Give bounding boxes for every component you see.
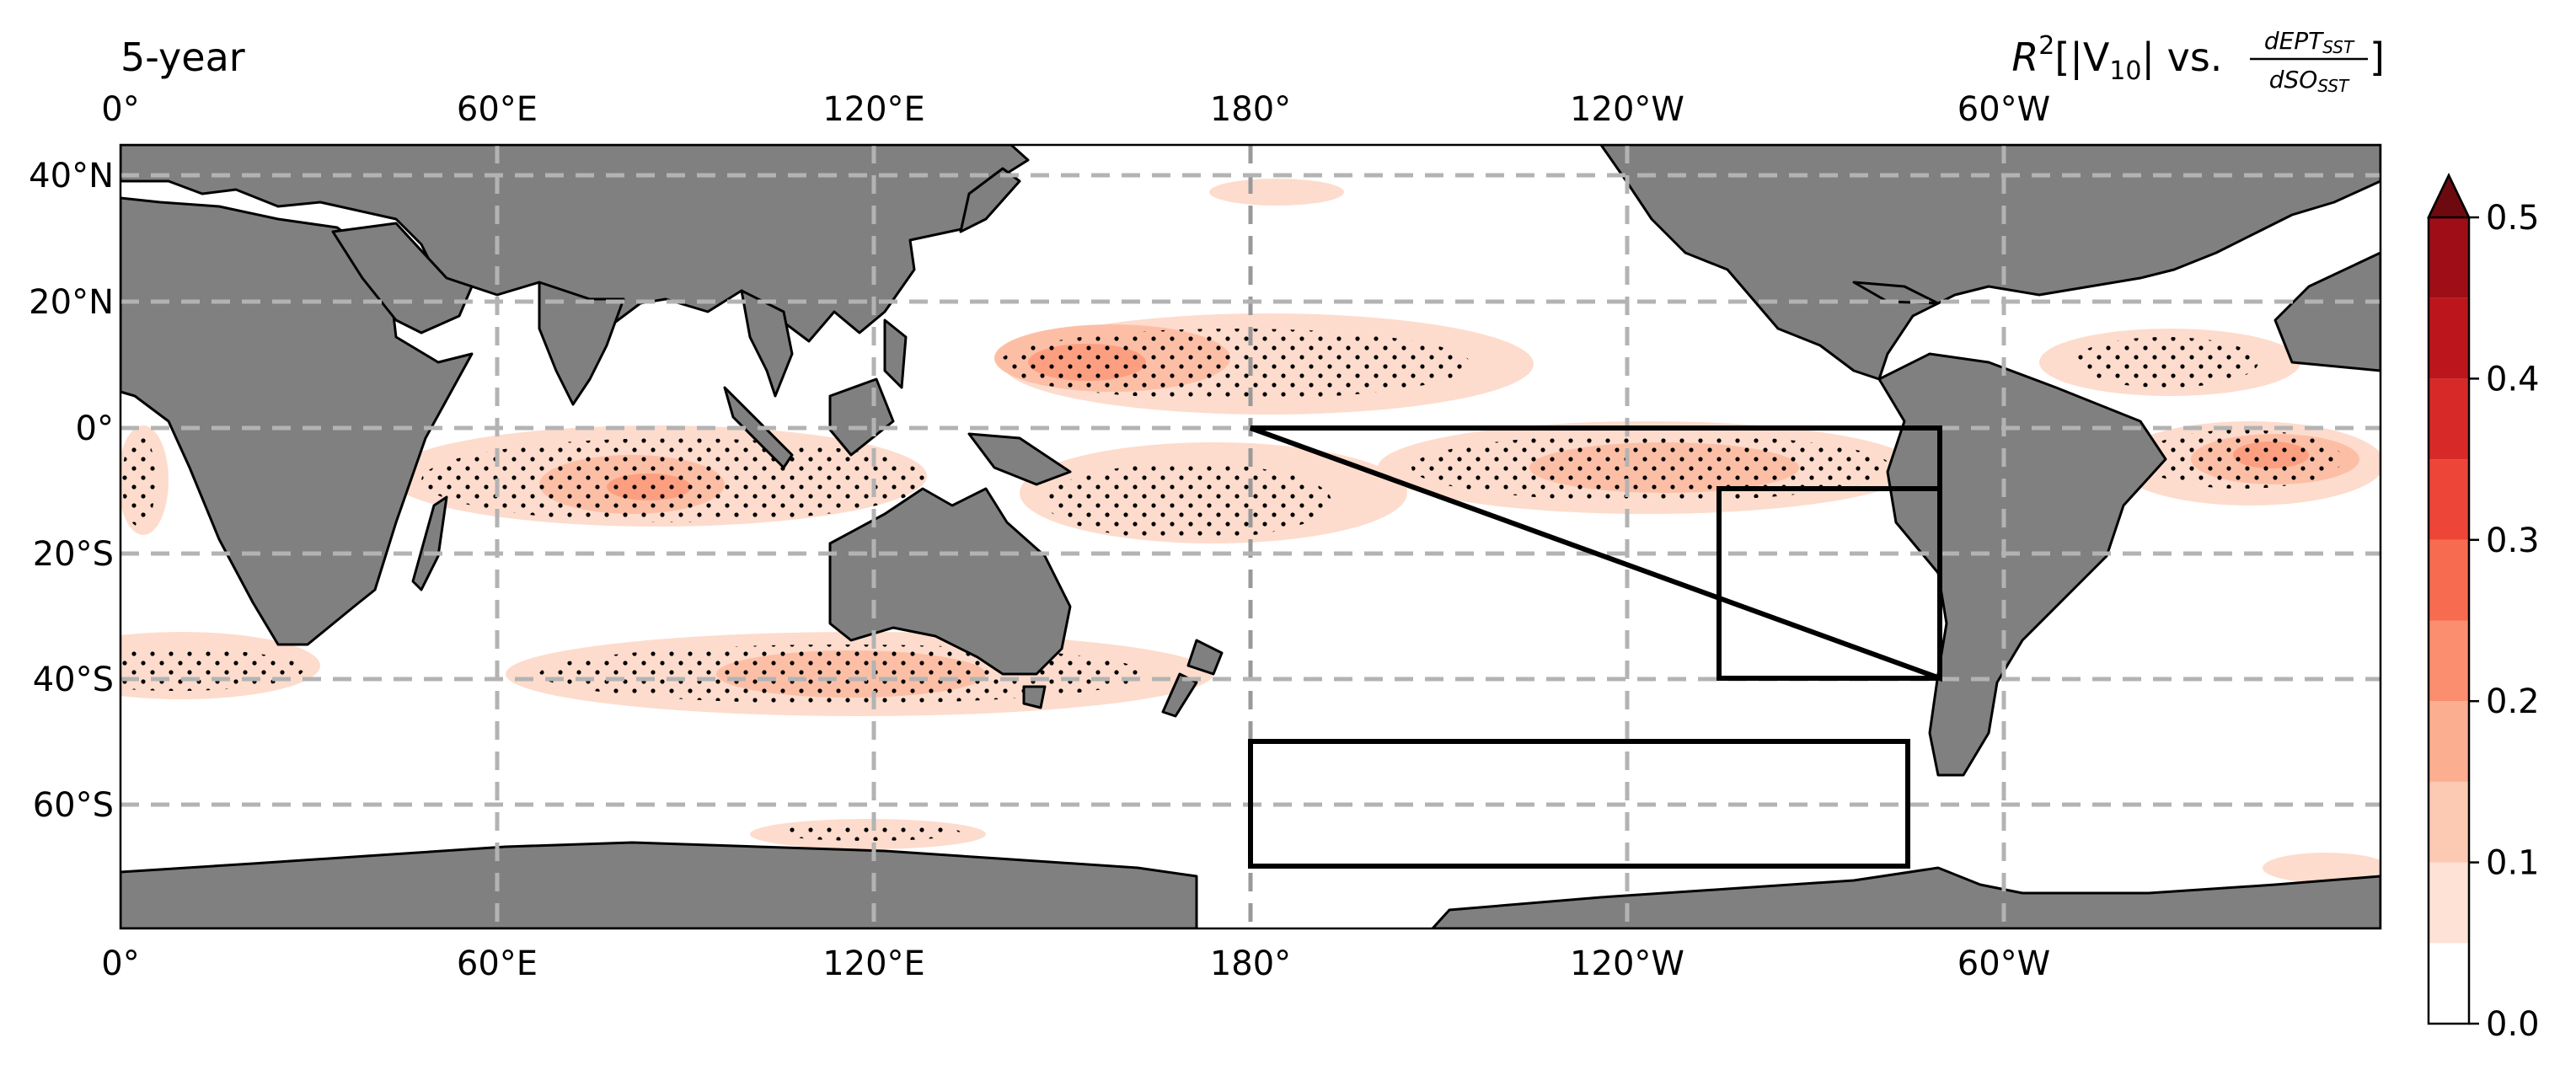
colorbar-tick-label: 0.3	[2486, 522, 2540, 560]
japan	[959, 167, 1021, 233]
lon-label: 60°E	[457, 90, 538, 129]
australia	[828, 487, 1072, 676]
colorbar-band	[2429, 217, 2469, 298]
title-open: [|V	[2054, 35, 2109, 81]
africa	[120, 196, 474, 646]
lon-label: 60°W	[1957, 944, 2050, 983]
lon-label: 60°W	[1957, 90, 2050, 129]
lon-label: 180°	[1210, 90, 1291, 129]
title-fraction: dEPTSST dSOSST	[2250, 27, 2368, 96]
panel-label: 5-year	[120, 35, 245, 80]
new-guinea	[967, 432, 1072, 486]
land-masses	[120, 145, 2381, 928]
colorbar-tick-label: 0.0	[2486, 1005, 2540, 1044]
lon-label: 120°E	[822, 944, 925, 983]
title-mid: | vs.	[2141, 35, 2235, 81]
arabia	[331, 222, 474, 334]
region-boxes	[1248, 425, 1942, 869]
lat-label: 20°N	[29, 283, 114, 322]
colorbar-bands	[2429, 217, 2469, 1024]
lat-label: 40°S	[33, 661, 114, 699]
fraction-numerator: dEPTSST	[2264, 27, 2355, 57]
philippines	[883, 318, 908, 389]
chart-title: R2[|V10| vs. ]	[2011, 31, 2385, 86]
colorbar-outline	[2427, 173, 2471, 1025]
lon-label: 120°E	[822, 90, 925, 129]
lon-label: 60°E	[457, 944, 538, 983]
lon-label: 0°	[101, 90, 139, 129]
colorbar-tick-label: 0.4	[2486, 360, 2540, 399]
colorbar-band	[2429, 701, 2469, 782]
lon-label: 180°	[1210, 944, 1291, 983]
colorbar-extend-triangle	[2427, 173, 2471, 219]
colorbar-band	[2429, 539, 2469, 621]
significance-stippling	[120, 329, 2343, 841]
colorbar-tick-label: 0.1	[2486, 844, 2540, 883]
fraction-denominator: dSOSST	[2269, 66, 2350, 96]
title-close: ]	[2370, 35, 2385, 80]
colorbar-band	[2429, 781, 2469, 863]
lon-labels-top: 0° 60°E 120°E 180° 120°W 60°W	[101, 90, 2050, 129]
india	[538, 281, 625, 406]
lon-labels-bottom: 0° 60°E 120°E 180° 120°W 60°W	[101, 944, 2050, 983]
antarctica	[120, 841, 1198, 928]
colorbar-band	[2429, 378, 2469, 460]
colorbar-band	[2429, 943, 2469, 1024]
africa-east-edge	[2273, 251, 2381, 372]
colorbar-band	[2429, 620, 2469, 702]
colorbar-band	[2429, 459, 2469, 540]
lat-labels: 40°N 20°N 0° 20°S 40°S 60°S	[29, 157, 114, 825]
lon-label: 120°W	[1570, 90, 1684, 129]
so-box	[1248, 739, 1910, 869]
lat-label: 60°S	[33, 786, 114, 825]
eurasia	[120, 145, 1030, 343]
map-frame	[119, 143, 2382, 930]
gridlines	[120, 145, 2381, 928]
title-prefix: R	[2011, 35, 2038, 80]
colorbar-ticks: 0.0 0.1 0.2 0.3 0.4 0.5	[2469, 199, 2540, 1044]
south-america	[1877, 352, 2167, 777]
title-subscript: 10	[2109, 56, 2141, 86]
colorbar-tick-label: 0.2	[2486, 682, 2540, 721]
ept-box	[1716, 486, 1942, 681]
indochina	[740, 289, 794, 398]
lat-label: 40°N	[29, 157, 114, 195]
madagascar	[411, 495, 448, 591]
tasmania	[1022, 685, 1047, 709]
colorbar-band	[2429, 862, 2469, 944]
lat-label: 20°S	[33, 535, 114, 574]
colorbar-band	[2429, 297, 2469, 379]
cuba	[1852, 281, 1940, 305]
lat-label: 0°	[76, 409, 114, 448]
antarctica-east	[1431, 866, 2381, 928]
colorbar: 0.0 0.1 0.2 0.3 0.4 0.5	[2427, 173, 2540, 1044]
title-exponent: 2	[2038, 31, 2054, 61]
map-area	[120, 145, 2381, 928]
colorbar-tick-label: 0.5	[2486, 199, 2540, 238]
lon-label: 0°	[101, 944, 139, 983]
lon-label: 120°W	[1570, 944, 1684, 983]
borneo	[828, 377, 895, 457]
north-america	[1599, 145, 2381, 381]
